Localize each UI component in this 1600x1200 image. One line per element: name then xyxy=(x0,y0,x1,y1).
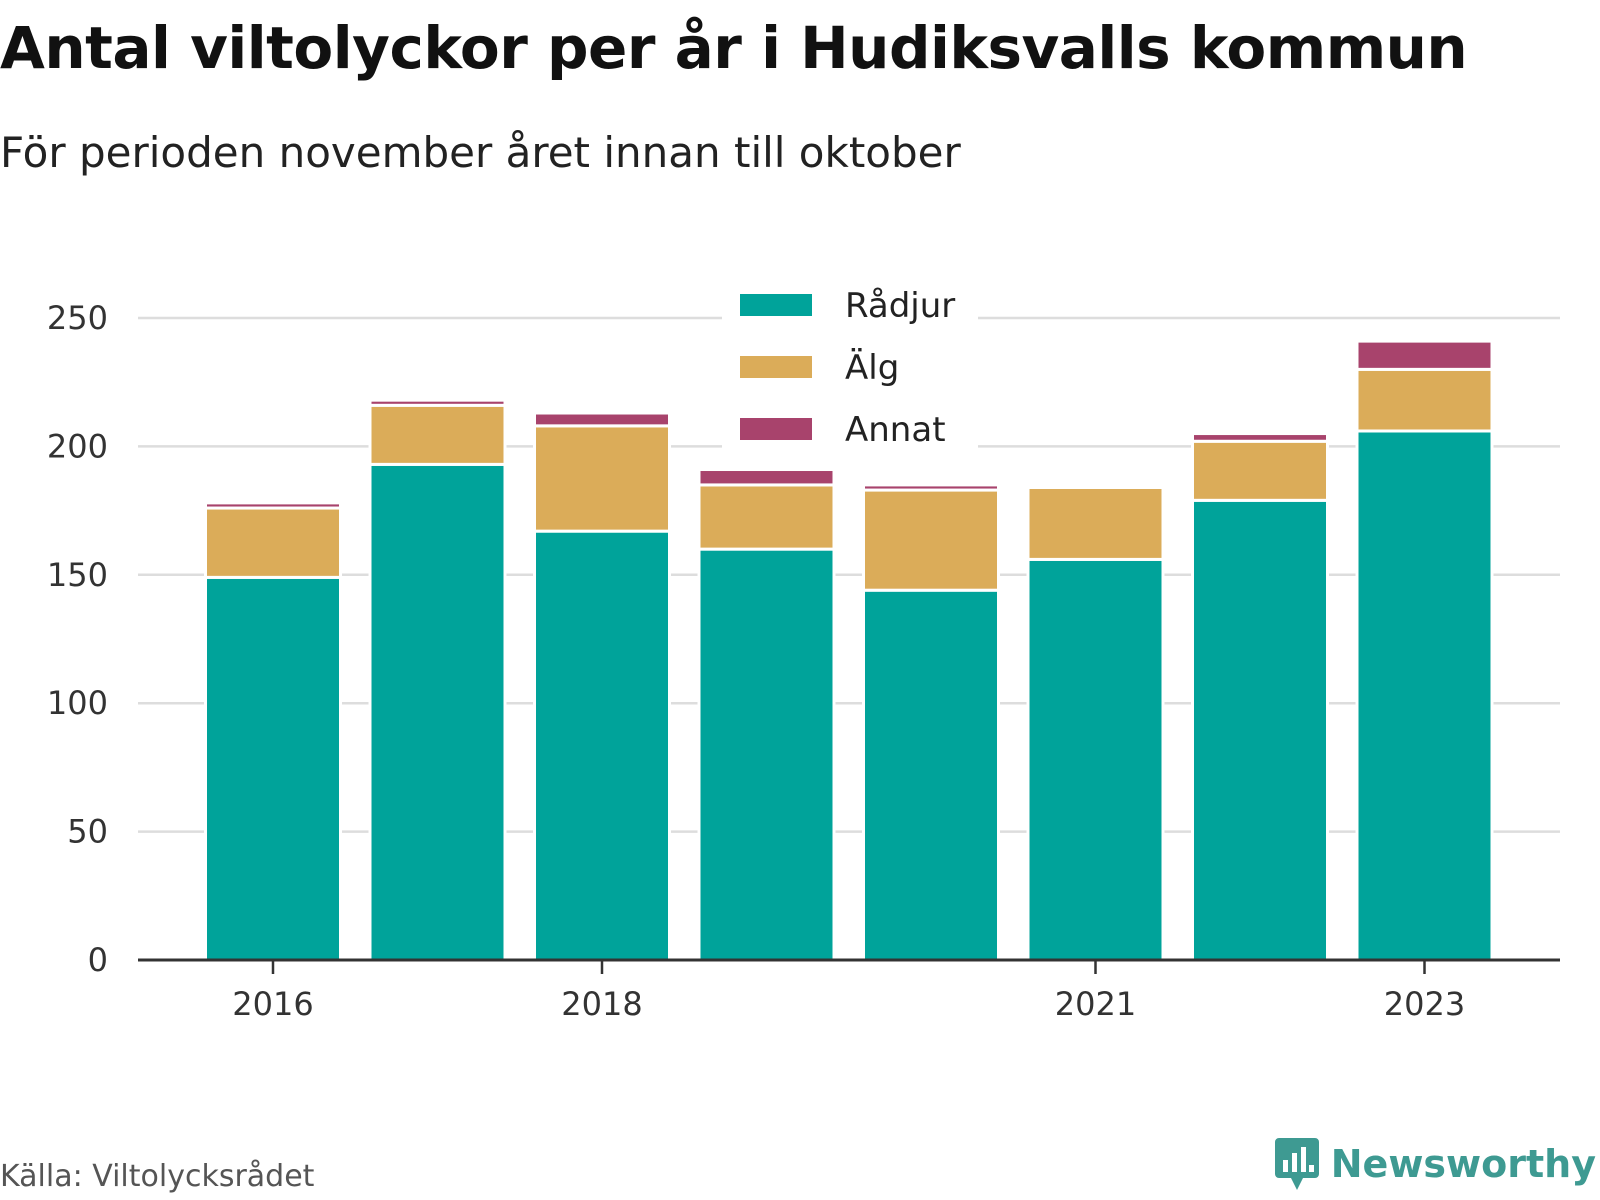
brand-logo: Newsworthy xyxy=(1273,1136,1596,1192)
bar-segment xyxy=(697,483,836,551)
bar-segment xyxy=(368,462,507,962)
legend-label: Rådjur xyxy=(845,286,955,326)
x-tick-label: 2018 xyxy=(561,985,642,1023)
bar-stack-2020 xyxy=(862,483,1000,962)
legend-label: Älg xyxy=(845,348,899,388)
bar-segment xyxy=(1026,483,1165,489)
bar-segment xyxy=(533,529,671,962)
y-tick-label: 0 xyxy=(88,941,108,979)
legend: Rådjur Älg Annat xyxy=(722,272,978,450)
bar-segment xyxy=(697,468,836,487)
y-tick-label: 50 xyxy=(67,813,108,851)
newsworthy-logo-icon xyxy=(1274,1138,1319,1190)
bar-segment xyxy=(862,588,1000,962)
bar-segment xyxy=(862,483,1000,492)
bar-segment xyxy=(1355,429,1494,962)
bar-segment xyxy=(862,488,1000,592)
source-note: Källa: Viltolycksrådet xyxy=(0,1159,315,1194)
legend-swatch xyxy=(740,356,812,378)
bar-segment xyxy=(204,506,342,579)
bar-segment xyxy=(697,547,836,962)
x-tick-label: 2023 xyxy=(1384,985,1465,1023)
chart-title: Antal viltolyckor per år i Hudiksvalls k… xyxy=(0,14,1468,82)
bar-stack-2022 xyxy=(1191,432,1329,962)
legend-swatch xyxy=(740,294,812,316)
x-tick-label: 2021 xyxy=(1055,985,1136,1023)
bar-segment xyxy=(368,403,507,466)
x-tick-label: 2016 xyxy=(232,985,313,1023)
bar-stack-2016 xyxy=(204,501,342,962)
bar-stack-2018 xyxy=(533,411,671,962)
bar-stack-2021 xyxy=(1026,483,1165,962)
legend-label: Annat xyxy=(845,410,946,450)
y-tick-label: 100 xyxy=(47,684,108,722)
bar-segment xyxy=(368,398,507,407)
bar-segment xyxy=(1355,367,1494,433)
y-tick-label: 250 xyxy=(47,299,108,337)
axes: 0 50 100 150 200 250 2016 2018 2021 2023 xyxy=(47,299,1560,1023)
bar-segment xyxy=(1191,432,1329,443)
brand-name: Newsworthy xyxy=(1330,1142,1596,1186)
bar-segment xyxy=(204,575,342,962)
bar-segment xyxy=(1355,339,1494,371)
y-tick-label: 200 xyxy=(47,427,108,465)
bar-stack-2017 xyxy=(368,398,507,962)
bar-segment xyxy=(1191,439,1329,502)
bar-segment xyxy=(1026,485,1165,561)
bar-segment xyxy=(1191,498,1329,962)
bar-stack-2023 xyxy=(1355,339,1494,962)
bar-segment xyxy=(533,411,671,428)
legend-swatch xyxy=(740,418,812,440)
y-tick-label: 150 xyxy=(47,556,108,594)
bars xyxy=(204,339,1494,962)
chart-subtitle: För perioden november året innan till ok… xyxy=(0,128,961,177)
bar-stack-2019 xyxy=(697,468,836,962)
bar-segment xyxy=(204,501,342,510)
bar-segment xyxy=(533,424,671,533)
bar-segment xyxy=(1026,557,1165,962)
